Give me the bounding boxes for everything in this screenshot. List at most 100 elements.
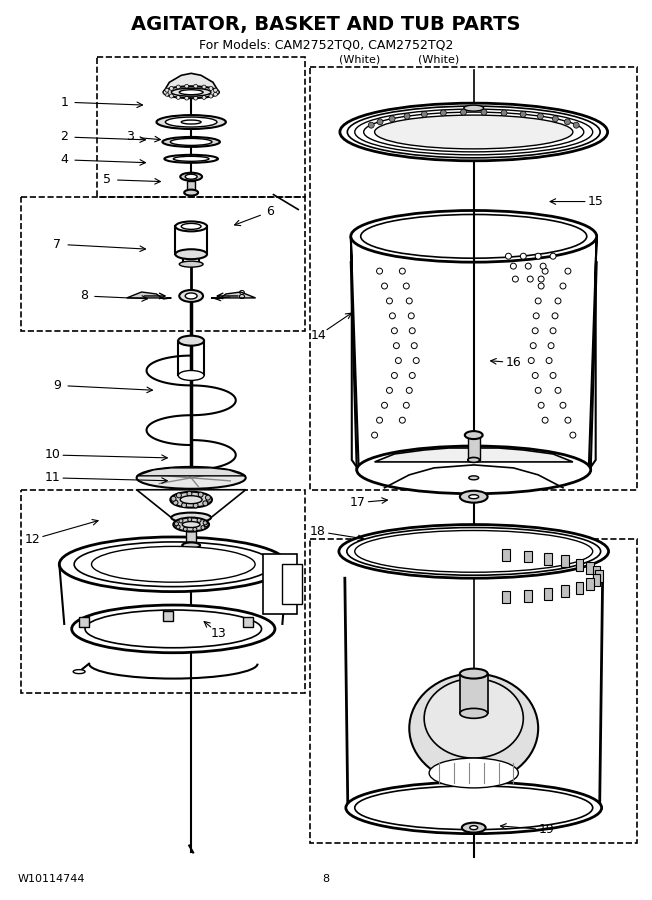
Text: 15: 15	[587, 195, 604, 208]
Circle shape	[171, 496, 176, 501]
Circle shape	[542, 418, 548, 423]
Ellipse shape	[156, 115, 226, 129]
Circle shape	[538, 276, 544, 282]
Bar	[460, 673, 488, 714]
Circle shape	[501, 110, 507, 116]
Circle shape	[213, 88, 217, 92]
Circle shape	[560, 402, 566, 409]
Ellipse shape	[339, 525, 608, 578]
Ellipse shape	[173, 518, 209, 532]
Circle shape	[205, 495, 211, 500]
Bar	[21, 196, 305, 330]
Circle shape	[400, 418, 406, 423]
Text: 7: 7	[53, 238, 61, 251]
Circle shape	[555, 387, 561, 393]
Ellipse shape	[74, 542, 273, 587]
Ellipse shape	[185, 293, 197, 299]
Circle shape	[381, 402, 387, 409]
Circle shape	[411, 343, 417, 348]
Circle shape	[538, 283, 544, 289]
Ellipse shape	[424, 679, 524, 758]
Bar	[186, 532, 196, 545]
Ellipse shape	[462, 823, 486, 832]
Circle shape	[372, 432, 378, 438]
Ellipse shape	[348, 106, 600, 158]
Circle shape	[528, 357, 534, 364]
Bar	[243, 617, 252, 627]
Circle shape	[550, 253, 556, 259]
Circle shape	[188, 518, 192, 522]
Bar	[524, 551, 532, 562]
Text: W10114744: W10114744	[18, 874, 85, 885]
Circle shape	[179, 519, 183, 523]
Ellipse shape	[429, 758, 518, 788]
Text: 2: 2	[61, 130, 68, 143]
Circle shape	[194, 96, 198, 100]
Circle shape	[391, 373, 397, 378]
Circle shape	[550, 373, 556, 378]
Circle shape	[183, 527, 187, 531]
Text: 13: 13	[211, 627, 227, 641]
Polygon shape	[126, 292, 171, 299]
Circle shape	[381, 283, 387, 289]
Circle shape	[533, 313, 539, 319]
Circle shape	[175, 522, 179, 526]
Text: 8: 8	[323, 874, 329, 885]
Ellipse shape	[137, 467, 246, 489]
Bar	[178, 341, 204, 375]
Circle shape	[409, 328, 415, 334]
Bar	[97, 58, 305, 196]
Bar	[467, 435, 480, 460]
Circle shape	[194, 85, 198, 88]
Circle shape	[177, 493, 181, 498]
Circle shape	[408, 313, 414, 319]
Circle shape	[187, 491, 192, 496]
Text: 11: 11	[44, 472, 60, 484]
Ellipse shape	[469, 825, 478, 830]
Ellipse shape	[179, 290, 203, 302]
Circle shape	[368, 122, 374, 128]
Polygon shape	[211, 292, 256, 299]
Ellipse shape	[179, 90, 203, 94]
Text: 14: 14	[310, 329, 326, 342]
Bar	[544, 553, 552, 564]
Circle shape	[176, 95, 180, 99]
Ellipse shape	[72, 605, 275, 652]
Ellipse shape	[346, 782, 602, 833]
Bar	[79, 617, 89, 627]
Circle shape	[565, 119, 570, 125]
Circle shape	[215, 90, 219, 94]
Ellipse shape	[170, 491, 212, 508]
Bar	[561, 555, 569, 567]
Circle shape	[198, 492, 203, 497]
Circle shape	[185, 96, 188, 100]
Circle shape	[207, 497, 211, 502]
Text: 1: 1	[61, 95, 68, 109]
Ellipse shape	[173, 157, 209, 161]
Circle shape	[421, 112, 427, 117]
Bar	[282, 564, 303, 604]
Circle shape	[377, 418, 383, 423]
Circle shape	[550, 328, 556, 334]
Text: 5: 5	[103, 173, 111, 186]
Ellipse shape	[460, 491, 488, 503]
Ellipse shape	[178, 371, 204, 381]
Ellipse shape	[460, 669, 488, 679]
Circle shape	[555, 298, 561, 304]
Polygon shape	[137, 490, 246, 518]
Ellipse shape	[361, 214, 587, 258]
Circle shape	[395, 357, 402, 364]
Ellipse shape	[164, 155, 218, 163]
Text: 9: 9	[53, 379, 61, 392]
Circle shape	[393, 343, 400, 348]
Ellipse shape	[181, 223, 201, 230]
Circle shape	[535, 298, 541, 304]
Bar	[586, 578, 594, 590]
Circle shape	[512, 276, 518, 282]
Ellipse shape	[340, 104, 608, 161]
Circle shape	[406, 298, 412, 304]
Circle shape	[165, 93, 169, 96]
Circle shape	[570, 432, 576, 438]
Circle shape	[406, 387, 412, 393]
Ellipse shape	[91, 546, 255, 582]
